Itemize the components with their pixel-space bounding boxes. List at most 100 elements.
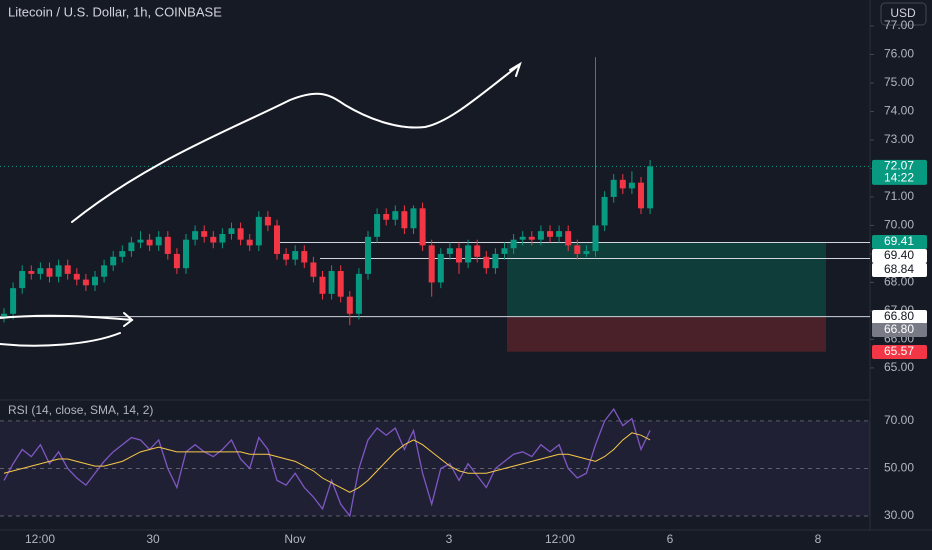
candle-body <box>410 208 417 229</box>
candle-body <box>583 251 590 254</box>
candle-body <box>383 214 390 220</box>
candle-body <box>638 182 644 209</box>
candle-body <box>10 288 17 314</box>
arrow-drawing <box>0 314 133 321</box>
candle-body <box>255 216 262 246</box>
candle-body <box>519 236 526 240</box>
candle-body <box>137 239 144 243</box>
candle-body <box>337 271 344 297</box>
arrow-head <box>509 61 522 77</box>
candle-body <box>183 239 189 269</box>
indicator-line <box>3 407 651 518</box>
candle-body <box>210 236 217 243</box>
last-price-label-box <box>872 159 927 185</box>
candle-body <box>228 228 235 234</box>
arrow-drawing <box>0 332 121 347</box>
candle-body <box>510 239 517 249</box>
currency-label[interactable]: USD <box>890 6 916 20</box>
time-label: 8 <box>815 532 822 546</box>
target-label-box <box>872 235 927 249</box>
candle-body <box>628 182 635 189</box>
candle-body <box>601 196 608 226</box>
candle-body <box>574 245 581 254</box>
candle-body <box>73 273 80 280</box>
candle-body <box>28 271 35 274</box>
time-label: 6 <box>667 532 674 546</box>
candle-body <box>619 179 626 189</box>
candle-body <box>292 251 299 260</box>
candle-body <box>101 265 108 277</box>
candle-body <box>492 253 499 269</box>
y-tick-label: 50.00 <box>884 461 914 475</box>
marks <box>0 57 870 518</box>
candle-body <box>274 225 280 254</box>
candle-body <box>547 231 553 237</box>
entry-label-box <box>872 323 927 337</box>
candle-body <box>46 268 53 277</box>
y-tick-label: 74.00 <box>884 104 914 118</box>
y-tick-label: 77.00 <box>884 18 914 32</box>
candle-body <box>246 239 253 246</box>
currency-button[interactable] <box>880 2 927 26</box>
candle-body <box>237 228 244 240</box>
candle-body <box>474 245 481 257</box>
position-loss-zone <box>507 316 826 352</box>
y-tick-label: 70.00 <box>884 413 914 427</box>
y-tick-label: 75.00 <box>884 75 914 89</box>
price-line-label: 69.40 <box>884 248 914 262</box>
candle-body <box>328 271 335 294</box>
price-line-label: 68.84 <box>884 262 914 276</box>
candle-body <box>501 248 508 254</box>
candle-body <box>419 208 426 246</box>
candle-body <box>565 231 572 246</box>
candle-body <box>37 268 44 274</box>
candle-body <box>119 251 126 257</box>
candle-body <box>346 296 353 314</box>
time-label: 12:00 <box>545 532 575 546</box>
candle-body <box>437 253 444 283</box>
candle-body <box>128 242 135 252</box>
candle-body <box>428 245 435 283</box>
candle-body <box>456 248 462 263</box>
candle-body <box>19 271 26 289</box>
stop-label-box <box>872 345 927 359</box>
candle-body <box>155 236 162 246</box>
candle-body <box>92 276 98 286</box>
candle-body <box>164 236 171 254</box>
candle-body <box>64 265 71 274</box>
candle-body <box>465 245 472 263</box>
time-label: Nov <box>284 532 305 546</box>
candle-body <box>1 313 7 317</box>
indicator-title: RSI (14, close, SMA, 14, 2) <box>8 403 153 417</box>
entry-label: 66.80 <box>884 322 914 336</box>
candle-body <box>401 211 408 229</box>
candle-body <box>528 236 535 240</box>
candle-body <box>55 265 62 277</box>
chart-title: Litecoin / U.S. Dollar, 1h, COINBASE <box>8 4 222 19</box>
price-line-label-box <box>872 310 927 324</box>
candle-body <box>219 233 226 243</box>
candle-body <box>146 239 153 246</box>
time-label: 30 <box>146 532 160 546</box>
candle-body <box>365 236 371 274</box>
candle-body <box>283 253 290 260</box>
candle-body <box>610 179 617 197</box>
candle-body <box>301 251 308 263</box>
indicator-line <box>3 432 651 493</box>
candle-body <box>537 231 544 240</box>
arrow-drawing <box>71 65 519 223</box>
candle-body <box>201 231 208 237</box>
y-tick-label: 70.00 <box>884 218 914 232</box>
candle-body <box>173 253 180 269</box>
candle-body <box>446 248 453 254</box>
y-tick-label: 65.00 <box>884 360 914 374</box>
y-tick-label: 76.00 <box>884 47 914 61</box>
price-line-label-box <box>872 249 927 263</box>
price-line-label: 66.80 <box>884 309 914 323</box>
candle-body <box>310 262 317 277</box>
target-label: 69.41 <box>884 234 914 248</box>
candle-body <box>556 231 563 237</box>
y-tick-label: 73.00 <box>884 132 914 146</box>
